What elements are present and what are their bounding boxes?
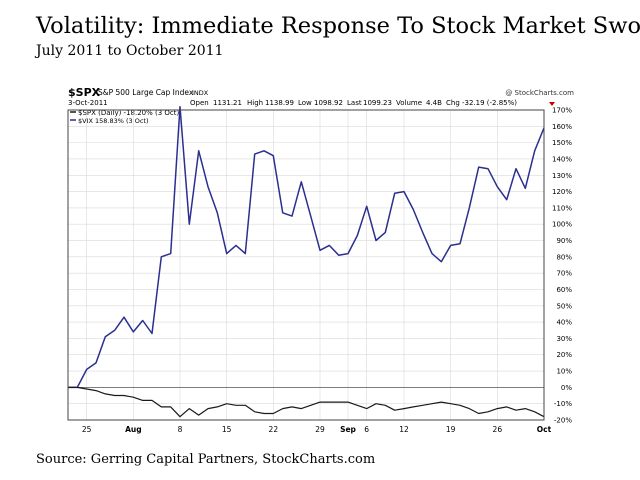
chart-index-name: S&P 500 Large Cap Index — [98, 88, 194, 97]
x-tick-label: 8 — [178, 425, 183, 434]
plot-frame — [67, 109, 545, 421]
low-value: 1098.92 — [314, 99, 343, 107]
legend-vix: $VIX 158.83% (3 Oct) — [78, 117, 149, 125]
x-tick-label: 19 — [446, 425, 456, 434]
last-value: 1099.23 — [363, 99, 392, 107]
y-tick-label: 140% — [552, 155, 572, 163]
high-label: High — [247, 99, 263, 107]
volume-label: Volume — [396, 99, 422, 107]
page-subtitle: July 2011 to October 2011 — [36, 43, 224, 59]
x-tick-label: Sep — [340, 425, 356, 434]
y-axis-tick-labels: 170% 160% 150% 140% 130% 120% 110% 100% 90% 80% 70… — [552, 107, 572, 425]
last-label: Last — [347, 99, 362, 107]
y-tick-label: 60% — [556, 286, 572, 294]
x-tick-label: 26 — [493, 425, 503, 434]
legend-spx: $SPX (Daily) -18.20% (3 Oct) — [78, 109, 179, 117]
y-tick-label: 110% — [552, 204, 572, 212]
chart-date: 3-Oct-2011 — [68, 99, 108, 107]
y-tick-label: -20% — [554, 417, 572, 425]
open-value: 1131.21 — [213, 99, 242, 107]
x-axis-tick-labels: 25 Aug 8 15 22 29 Sep 6 12 19 26 Oct — [82, 425, 552, 434]
y-tick-label: 0% — [561, 384, 572, 392]
series-lines — [68, 105, 545, 418]
y-tick-label: 50% — [556, 302, 572, 310]
y-tick-label: 80% — [556, 253, 572, 261]
x-tick-label: 25 — [82, 425, 92, 434]
x-tick-label: 22 — [269, 425, 279, 434]
y-tick-label: 160% — [552, 123, 572, 131]
y-tick-label: 120% — [552, 188, 572, 196]
x-tick-label: Aug — [125, 425, 142, 434]
x-tick-label: 6 — [364, 425, 369, 434]
open-label: Open — [190, 99, 209, 107]
x-tick-label: 15 — [222, 425, 232, 434]
y-tick-label: 130% — [552, 172, 572, 180]
y-tick-label: 30% — [556, 335, 572, 343]
y-tick-label: 90% — [556, 237, 572, 245]
y-tick-label: 100% — [552, 221, 572, 229]
volume-value: 4.4B — [426, 99, 442, 107]
y-tick-label: -10% — [554, 400, 572, 408]
source-note: Source: Gerring Capital Partners, StockC… — [36, 452, 376, 467]
page-title: Volatility: Immediate Response To Stock … — [36, 13, 640, 39]
chart-symbol: $SPX — [68, 86, 101, 99]
x-tick-label: Oct — [537, 425, 552, 434]
low-label: Low — [298, 99, 312, 107]
x-tick-label: 29 — [315, 425, 325, 434]
y-tick-label: 10% — [556, 368, 572, 376]
chg-value: -32.19 (-2.85%) — [462, 99, 517, 107]
stockcharts-chart: $SPX S&P 500 Large Cap Index INDX @ Stoc… — [66, 82, 578, 442]
y-tick-label: 20% — [556, 351, 572, 359]
chg-label: Chg — [446, 99, 460, 107]
y-tick-label: 70% — [556, 270, 572, 278]
stockcharts-brand: @ StockCharts.com — [505, 89, 574, 97]
chart-svg: $SPX S&P 500 Large Cap Index INDX @ Stoc… — [66, 82, 578, 442]
y-tick-label: 170% — [552, 107, 572, 115]
high-value: 1138.99 — [265, 99, 294, 107]
x-tick-label: 12 — [399, 425, 409, 434]
chart-exchange: INDX — [192, 89, 209, 97]
vix-series-line — [68, 105, 545, 389]
y-tick-label: 40% — [556, 319, 572, 327]
y-tick-label: 150% — [552, 139, 572, 147]
down-arrow-icon — [549, 102, 555, 106]
spx-series-line — [68, 386, 545, 418]
chart-background — [66, 82, 578, 442]
